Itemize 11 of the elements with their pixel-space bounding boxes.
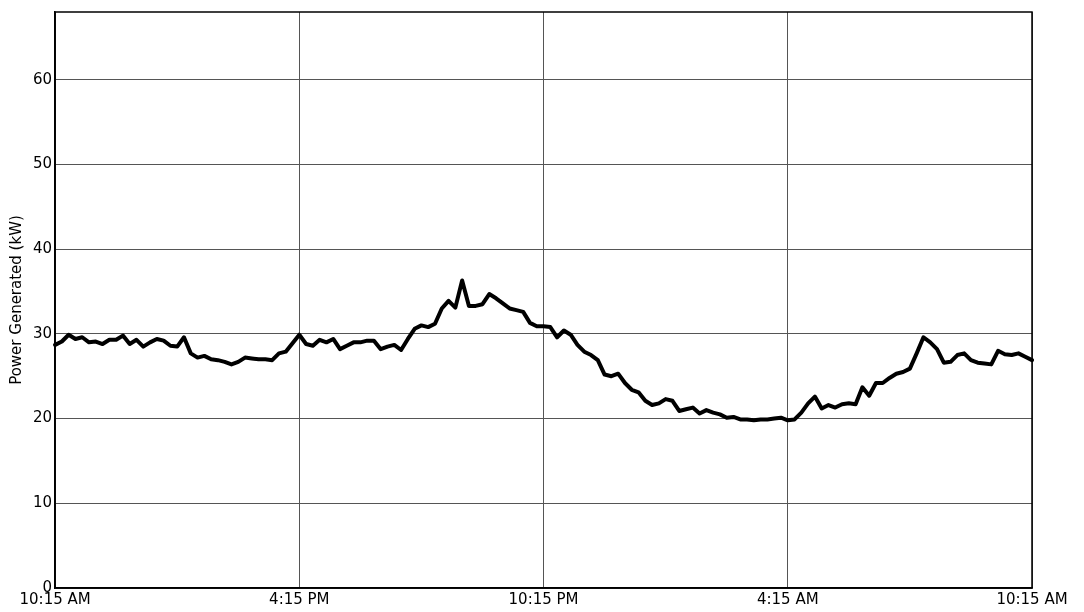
y-tick-label: 20 — [32, 408, 53, 427]
y-tick-label: 10 — [32, 493, 53, 512]
x-tick-label: 4:15 PM — [269, 589, 330, 608]
y-tick-label: 30 — [32, 323, 53, 342]
y-axis-title: Power Generated (kW) — [6, 215, 25, 385]
x-tick-label: 4:15 AM — [756, 589, 819, 608]
y-tick-label: 50 — [32, 154, 53, 173]
y-tick-label: 60 — [32, 69, 53, 88]
y-tick-label: 40 — [32, 239, 53, 258]
x-tick-label: 10:15 PM — [508, 589, 579, 608]
x-tick-label: 10:15 AM — [996, 589, 1068, 608]
